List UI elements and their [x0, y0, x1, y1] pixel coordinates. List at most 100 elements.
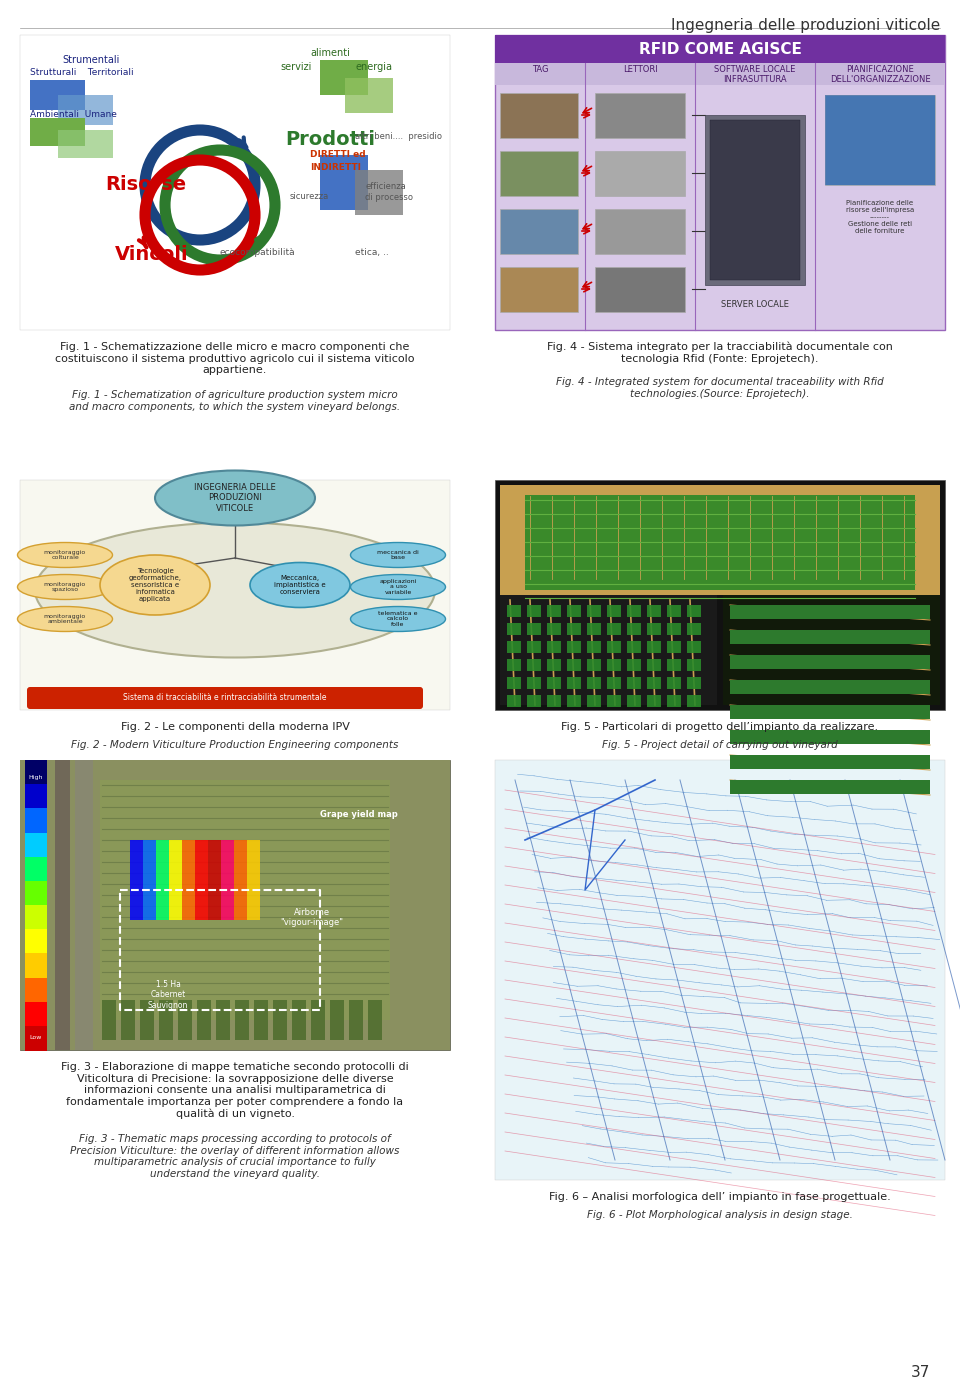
FancyBboxPatch shape	[667, 604, 681, 617]
Text: efficienza: efficienza	[365, 182, 406, 192]
FancyBboxPatch shape	[627, 677, 641, 688]
FancyBboxPatch shape	[647, 659, 661, 672]
FancyBboxPatch shape	[500, 485, 940, 595]
FancyBboxPatch shape	[25, 1002, 47, 1027]
FancyBboxPatch shape	[368, 1000, 382, 1039]
FancyBboxPatch shape	[627, 659, 641, 672]
FancyBboxPatch shape	[320, 60, 368, 95]
FancyBboxPatch shape	[102, 1000, 116, 1039]
Text: alimenti: alimenti	[310, 48, 349, 57]
Text: sicurezza: sicurezza	[290, 192, 329, 201]
FancyBboxPatch shape	[292, 1000, 306, 1039]
Text: Meccanica,
impiantistica e
conserviera: Meccanica, impiantistica e conserviera	[275, 575, 325, 595]
FancyBboxPatch shape	[27, 687, 423, 709]
FancyBboxPatch shape	[25, 905, 47, 930]
FancyBboxPatch shape	[349, 1000, 363, 1039]
FancyBboxPatch shape	[667, 695, 681, 706]
FancyBboxPatch shape	[607, 623, 621, 635]
FancyBboxPatch shape	[30, 118, 85, 145]
FancyBboxPatch shape	[235, 1000, 249, 1039]
FancyBboxPatch shape	[705, 115, 805, 285]
FancyBboxPatch shape	[627, 641, 641, 653]
FancyBboxPatch shape	[607, 695, 621, 706]
FancyBboxPatch shape	[607, 677, 621, 688]
FancyBboxPatch shape	[156, 839, 169, 921]
Text: ecocompatibilità: ecocompatibilità	[220, 248, 296, 257]
FancyBboxPatch shape	[495, 760, 945, 1179]
FancyBboxPatch shape	[647, 641, 661, 653]
FancyBboxPatch shape	[567, 641, 581, 653]
FancyBboxPatch shape	[687, 641, 701, 653]
Text: Fig. 6 - Plot Morphological analysis in design stage.: Fig. 6 - Plot Morphological analysis in …	[588, 1210, 852, 1220]
FancyBboxPatch shape	[730, 655, 930, 669]
Ellipse shape	[17, 607, 112, 631]
Text: 1.5 Ha
Cabernet
Sauvignon: 1.5 Ha Cabernet Sauvignon	[148, 981, 188, 1010]
Text: RFID COME AGISCE: RFID COME AGISCE	[638, 42, 802, 56]
FancyBboxPatch shape	[627, 623, 641, 635]
FancyBboxPatch shape	[587, 659, 601, 672]
FancyBboxPatch shape	[25, 978, 47, 1003]
FancyBboxPatch shape	[58, 130, 113, 158]
Text: Fig. 2 - Modern Viticulture Production Engineering components: Fig. 2 - Modern Viticulture Production E…	[71, 740, 398, 750]
FancyBboxPatch shape	[500, 151, 578, 196]
FancyBboxPatch shape	[667, 641, 681, 653]
FancyBboxPatch shape	[247, 839, 260, 921]
FancyBboxPatch shape	[25, 929, 47, 954]
FancyBboxPatch shape	[25, 832, 47, 858]
FancyBboxPatch shape	[100, 781, 390, 1020]
FancyBboxPatch shape	[667, 677, 681, 688]
FancyBboxPatch shape	[25, 856, 47, 881]
FancyBboxPatch shape	[55, 760, 70, 1051]
Text: Strutturali    Territoriali: Strutturali Territoriali	[30, 69, 133, 77]
FancyBboxPatch shape	[547, 695, 561, 706]
Text: Risorse: Risorse	[105, 175, 186, 194]
Text: applicazioni
a uso
variabile: applicazioni a uso variabile	[379, 579, 417, 596]
Text: Fig. 1 - Schematizzazione delle micro e macro componenti che
costituiscono il si: Fig. 1 - Schematizzazione delle micro e …	[56, 341, 415, 375]
FancyBboxPatch shape	[25, 785, 47, 810]
FancyBboxPatch shape	[525, 495, 915, 590]
FancyBboxPatch shape	[25, 1025, 47, 1051]
FancyBboxPatch shape	[495, 35, 945, 330]
FancyBboxPatch shape	[75, 760, 93, 1051]
Text: Fig. 1 - Schematization of agriculture production system micro
and macro compone: Fig. 1 - Schematization of agriculture p…	[69, 390, 400, 411]
FancyBboxPatch shape	[825, 95, 935, 185]
FancyBboxPatch shape	[730, 604, 930, 618]
Ellipse shape	[350, 543, 445, 568]
FancyBboxPatch shape	[25, 809, 47, 834]
Text: Fig. 5 - Project detail of carrying out vineyard: Fig. 5 - Project detail of carrying out …	[602, 740, 838, 750]
FancyBboxPatch shape	[527, 659, 541, 672]
Text: SERVER LOCALE: SERVER LOCALE	[721, 299, 789, 309]
FancyBboxPatch shape	[355, 171, 403, 215]
FancyBboxPatch shape	[345, 78, 393, 113]
FancyBboxPatch shape	[500, 267, 578, 312]
Text: telematica e
calcolo
folle: telematica e calcolo folle	[378, 611, 418, 627]
FancyBboxPatch shape	[121, 1000, 135, 1039]
FancyBboxPatch shape	[587, 641, 601, 653]
Text: Fig. 6 – Analisi morfologica dell’ impianto in fase progettuale.: Fig. 6 – Analisi morfologica dell’ impia…	[549, 1192, 891, 1202]
Text: LETTORI: LETTORI	[623, 64, 658, 74]
FancyBboxPatch shape	[647, 677, 661, 688]
Text: Fig. 2 - Le componenti della moderna IPV: Fig. 2 - Le componenti della moderna IPV	[121, 722, 349, 732]
FancyBboxPatch shape	[500, 208, 578, 255]
FancyBboxPatch shape	[567, 604, 581, 617]
Text: altri beni....  presidio: altri beni.... presidio	[355, 132, 442, 141]
FancyBboxPatch shape	[495, 480, 945, 711]
Text: Fig. 4 - Integrated system for documental traceability with Rfid
technologies.(S: Fig. 4 - Integrated system for documenta…	[556, 376, 884, 399]
FancyBboxPatch shape	[273, 1000, 287, 1039]
Ellipse shape	[17, 575, 112, 600]
FancyBboxPatch shape	[507, 641, 521, 653]
FancyBboxPatch shape	[178, 1000, 192, 1039]
FancyBboxPatch shape	[607, 641, 621, 653]
Text: Grape yield map: Grape yield map	[320, 810, 397, 818]
Text: INGEGNERIA DELLE
PRODUZIONI
VITICOLE: INGEGNERIA DELLE PRODUZIONI VITICOLE	[194, 483, 276, 513]
Ellipse shape	[155, 470, 315, 526]
FancyBboxPatch shape	[254, 1000, 268, 1039]
Text: Fig. 5 - Particolari di progetto dell’impianto da realizzare.: Fig. 5 - Particolari di progetto dell’im…	[562, 722, 878, 732]
Text: 37: 37	[911, 1365, 930, 1379]
FancyBboxPatch shape	[507, 695, 521, 706]
Text: Strumentali: Strumentali	[62, 55, 119, 64]
FancyBboxPatch shape	[687, 623, 701, 635]
FancyBboxPatch shape	[169, 839, 182, 921]
FancyBboxPatch shape	[687, 604, 701, 617]
Text: etica, ..: etica, ..	[355, 248, 389, 257]
